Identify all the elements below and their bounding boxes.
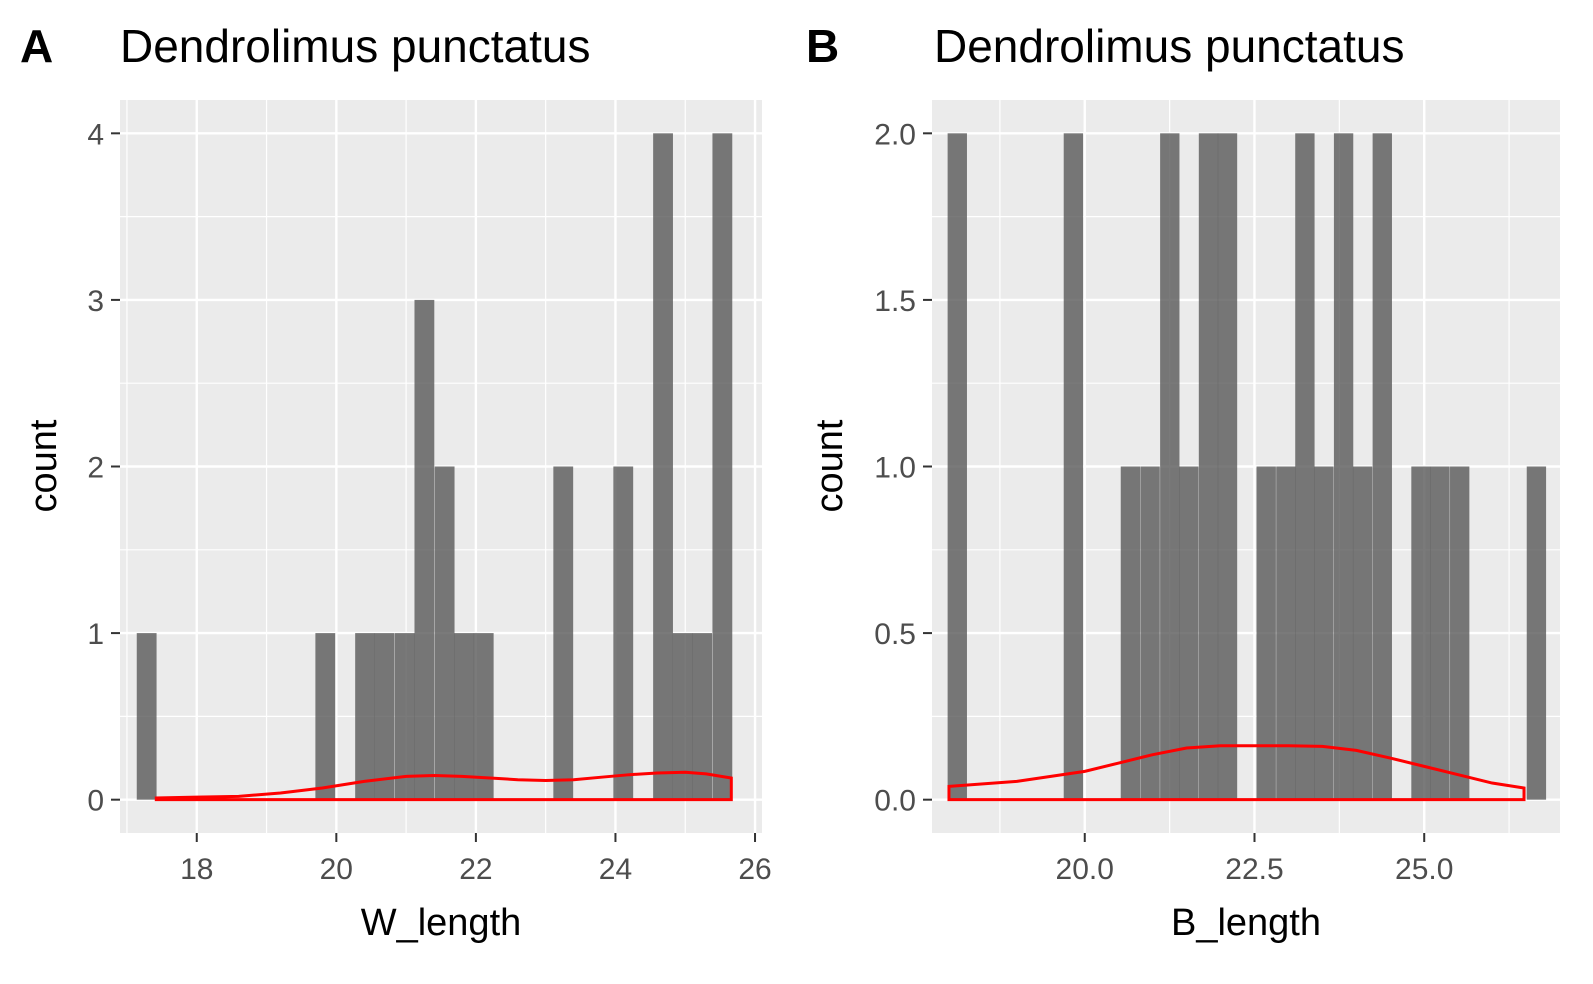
x-axis-title: B_length [1171,902,1321,944]
density-curve [154,770,733,802]
histogram-bar [653,133,673,800]
x-tick-label: 22.5 [1225,853,1283,886]
histogram-bar [1198,133,1219,800]
histogram-bar [1526,466,1547,800]
panel-letter: B [806,20,839,72]
y-tick-label: 2 [87,452,104,485]
y-tick-label: 0.5 [874,618,916,651]
histogram-bar [1314,466,1334,800]
histogram-bar [1372,133,1392,800]
y-tick-label: 1.5 [874,285,916,318]
histogram-bar [473,633,494,800]
x-tick-label: 26 [738,853,771,886]
histogram-bar [414,299,435,800]
histogram-bar [1063,133,1084,800]
histogram-bar [553,466,574,800]
histogram-bar [1179,466,1199,800]
histogram-bar [136,633,157,800]
panel-letter: A [20,20,53,72]
histogram-bar [692,633,713,800]
histogram-bar [1160,133,1180,800]
x-axis-title: W_length [361,902,522,944]
histogram-bar [1120,466,1141,800]
histogram-bar [1450,466,1470,800]
y-tick-label: 3 [87,285,104,318]
y-tick-label: 2.0 [874,118,916,151]
histogram-bar [315,633,336,800]
histogram-bar [394,633,415,800]
histogram-bar [1217,133,1238,800]
histogram-bar [1430,466,1450,800]
chart-title: Dendrolimus punctatus [120,20,590,72]
y-tick-label: 0 [87,785,104,818]
histogram-bar [434,466,455,800]
histogram-bar [712,133,733,800]
x-tick-label: 20 [320,853,353,886]
panel-b: B Dendrolimus punctatus 20.0 22.5 25.0 0.0 0.5… [806,20,1560,944]
y-tick-label: 1 [87,618,104,651]
density-curve [947,744,1526,802]
histogram-bar [1140,466,1160,800]
histogram-bar [1295,133,1315,800]
histogram-bar [1411,466,1431,800]
histogram-bar [613,466,634,800]
histogram-bar [454,633,475,800]
panel-a: A Dendrolimus punctatus 18 20 22 24 26 0 1 2 3 4 W_l… [20,20,772,944]
x-tick-label: 24 [599,853,632,886]
x-tick-label: 20.0 [1056,853,1114,886]
y-tick-label: 0.0 [874,785,916,818]
histogram-bar [947,133,967,800]
y-tick-label: 1.0 [874,452,916,485]
x-tick-label: 22 [459,853,492,886]
y-tick-label: 4 [87,118,104,151]
histogram-bar [1352,466,1373,800]
histogram-bar [355,633,375,800]
x-tick-label: 18 [180,853,213,886]
x-tick-label: 25.0 [1395,853,1453,886]
histogram-bar [672,633,693,800]
histogram-bar [1333,133,1354,800]
y-axis-title: count [23,419,65,512]
histogram-bar [374,633,395,800]
histogram-bar [1256,466,1276,800]
histogram-bar [1276,466,1296,800]
chart-title: Dendrolimus punctatus [934,20,1404,72]
y-axis-title: count [809,419,851,512]
